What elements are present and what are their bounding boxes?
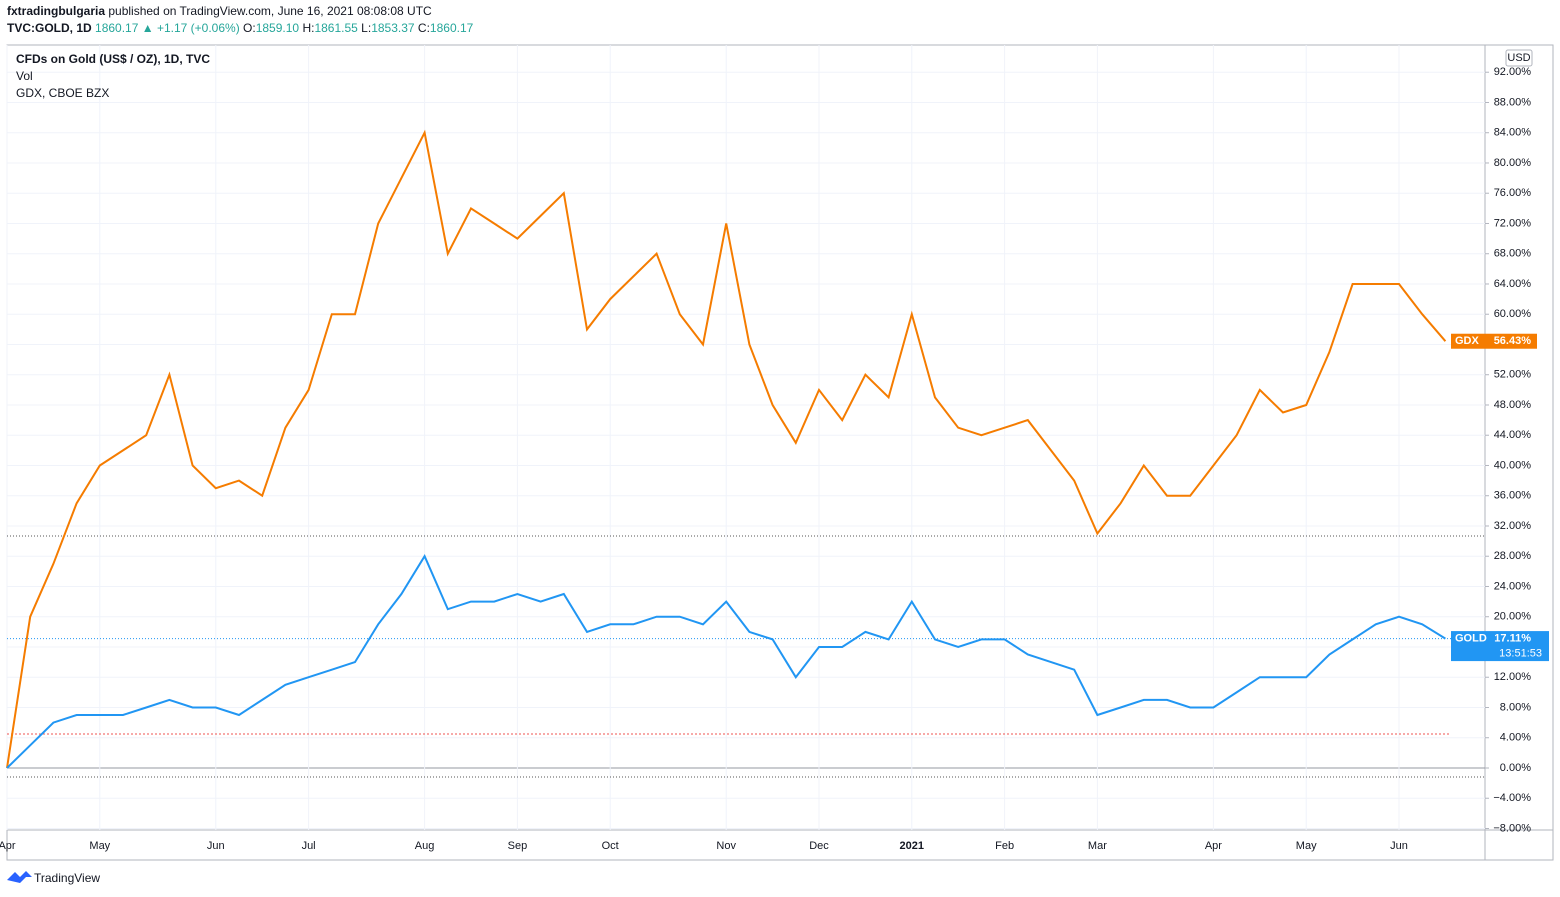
y-tick-label: 28.00%	[1494, 550, 1532, 562]
y-tick-label: 12.00%	[1494, 671, 1532, 683]
o: 1859.10	[256, 21, 300, 35]
x-tick-label: Aug	[415, 840, 435, 852]
badge-name: GDX	[1455, 335, 1480, 347]
badge-value: 17.11%	[1494, 632, 1531, 644]
x-tick-label: Feb	[995, 840, 1014, 852]
badge-name: GOLD	[1455, 632, 1487, 644]
y-tick-label: −4.00%	[1493, 792, 1531, 804]
change: ▲ +1.17 (+0.06%)	[142, 21, 240, 35]
footer: TradingView	[34, 871, 100, 885]
x-tick-label: Apr	[0, 840, 16, 852]
price-badge	[1451, 631, 1549, 662]
ohlc-line: TVC:GOLD, 1D 1860.17 ▲ +1.17 (+0.06%) O:…	[7, 21, 474, 35]
logo	[7, 871, 32, 883]
y-tick-label: 0.00%	[1500, 762, 1531, 774]
grid	[6, 45, 1485, 830]
c-label: C:	[418, 21, 430, 35]
badge-value: 56.43%	[1494, 335, 1532, 347]
x-tick-label: Jun	[1390, 840, 1408, 852]
y-tick-label: 20.00%	[1494, 611, 1532, 623]
legend-line: GDX, CBOE BZX	[16, 86, 109, 100]
y-tick-label: 4.00%	[1500, 732, 1531, 744]
y-tick-label: 68.00%	[1494, 248, 1532, 260]
publisher: fxtradingbulgaria	[7, 4, 105, 18]
price-badge	[1451, 333, 1537, 349]
x-tick-label: Nov	[716, 840, 736, 852]
y-tick-label: 84.00%	[1494, 127, 1532, 139]
currency-box	[1505, 49, 1533, 67]
legend-line: CFDs on Gold (US$ / OZ), 1D, TVC	[16, 52, 210, 66]
y-tick-label: 32.00%	[1494, 520, 1532, 532]
x-tick-label: Mar	[1088, 840, 1107, 852]
published: published on TradingView.com, June 16, 2…	[108, 4, 432, 18]
series-line	[6, 554, 1446, 769]
y-tick-label: 88.00%	[1494, 96, 1532, 108]
y-tick-label: 52.00%	[1494, 369, 1532, 381]
x-tick-label: Sep	[508, 840, 528, 852]
currency: USD	[1507, 52, 1530, 64]
x-tick-label: Jun	[207, 840, 225, 852]
y-tick-label: 92.00%	[1494, 66, 1532, 78]
y-tick-label: 44.00%	[1494, 429, 1532, 441]
y-tick-label: 76.00%	[1494, 187, 1532, 199]
y-tick-label: −8.00%	[1493, 822, 1531, 834]
price: 1860.17	[95, 21, 139, 35]
y-tick-label: 40.00%	[1494, 459, 1532, 471]
series-line	[6, 129, 1447, 769]
c: 1860.17	[430, 21, 474, 35]
y-tick-label: 24.00%	[1494, 580, 1532, 592]
y-tick-label: 80.00%	[1494, 157, 1532, 169]
y-tick-label: 60.00%	[1494, 308, 1532, 320]
x-tick-label: Jul	[302, 840, 316, 852]
y-tick-label: 72.00%	[1494, 217, 1532, 229]
x-tick-label: Dec	[809, 840, 829, 852]
l-label: L:	[361, 21, 371, 35]
x-tick-label: 2021	[900, 840, 924, 852]
y-tick-label: 64.00%	[1494, 278, 1532, 290]
header-line: fxtradingbulgaria published on TradingVi…	[7, 4, 432, 18]
y-tick-label: 8.00%	[1500, 701, 1531, 713]
h-label: H:	[302, 21, 314, 35]
legend-line: Vol	[16, 69, 33, 83]
y-tick-label: 36.00%	[1494, 490, 1532, 502]
x-tick-label: May	[1296, 840, 1317, 852]
y-tick-label: 48.00%	[1494, 399, 1532, 411]
x-tick-label: May	[89, 840, 110, 852]
plot	[6, 129, 1485, 769]
x-tick-label: Apr	[1205, 840, 1222, 852]
countdown: 13:51:53	[1499, 647, 1542, 659]
symbol: TVC:GOLD, 1D	[7, 21, 92, 35]
l: 1853.37	[371, 21, 415, 35]
o-label: O:	[243, 21, 256, 35]
x-tick-label: Oct	[602, 840, 619, 852]
h: 1861.55	[314, 21, 358, 35]
